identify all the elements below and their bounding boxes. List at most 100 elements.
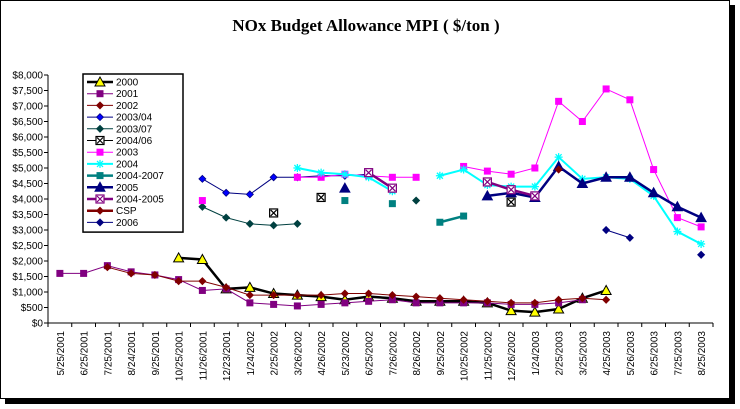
- data-point-2004: [697, 239, 706, 248]
- data-point-2003-07: [412, 196, 421, 205]
- data-point-2004-06: [316, 192, 326, 203]
- data-point-2002: [459, 295, 468, 304]
- data-point-2003: [412, 173, 420, 181]
- x-tick-label: 2/25/2002: [270, 331, 281, 376]
- data-point-2001: [365, 297, 373, 305]
- data-point-2003: [578, 118, 586, 125]
- data-point-2000: [529, 306, 541, 317]
- x-tick-label: 12/23/2001: [222, 331, 233, 381]
- y-tick-label: $3,000: [12, 226, 43, 237]
- data-point-2001: [412, 299, 420, 307]
- x-tick-label: 7/25/2003: [673, 331, 684, 376]
- data-point-2004: [435, 171, 444, 180]
- series-csp: [554, 165, 563, 174]
- x-tick-label: 6/25/2002: [365, 331, 376, 376]
- legend-marker-2004: [96, 159, 104, 168]
- data-point-2003: [483, 167, 491, 175]
- series-line-2004-2007: [439, 214, 464, 224]
- data-point-2002: [222, 283, 231, 292]
- legend-marker-csp: [95, 206, 105, 215]
- legend-label-2005: 2005: [116, 183, 139, 194]
- legend-label-csp: CSP: [116, 206, 137, 217]
- x-tick-label: 8/24/2001: [127, 331, 138, 376]
- series-2000: [172, 251, 612, 317]
- chart-svg: NOx Budget Allowance MPI ( $/ton ) $0 $50…: [12, 16, 714, 381]
- series-2004-06: [269, 192, 516, 218]
- series-2001: [56, 262, 586, 310]
- data-point-2002: [245, 291, 254, 300]
- data-point-2004-2005: [364, 168, 374, 178]
- data-point-2002: [483, 297, 492, 306]
- legend-label-2003: 2003: [116, 148, 139, 159]
- data-point-2004: [317, 168, 326, 177]
- data-point-2002: [198, 277, 207, 286]
- x-tick-label: 5/26/2003: [626, 331, 637, 376]
- x-tick-label: 10/25/2002: [460, 331, 471, 381]
- data-point-2005: [600, 171, 612, 182]
- data-point-2002: [293, 291, 302, 300]
- legend-label-2002: 2002: [116, 101, 139, 112]
- x-tick-label: 7/26/2002: [388, 331, 399, 376]
- data-point-2003-07: [245, 219, 254, 228]
- data-point-2002: [364, 289, 373, 298]
- data-point-2003: [673, 214, 681, 222]
- data-point-2003: [626, 96, 634, 104]
- data-point-2000: [552, 303, 565, 314]
- y-tick-label: $4,500: [12, 179, 43, 190]
- data-point-2003-07: [293, 219, 302, 228]
- x-tick-label: 8/25/2003: [697, 331, 708, 376]
- data-point-2005: [576, 177, 589, 188]
- data-point-2005: [695, 211, 707, 223]
- data-point-2003: [198, 197, 206, 205]
- legend-marker-2004-2007: [96, 172, 104, 180]
- series-2003-07: [198, 196, 421, 230]
- data-point-2001: [56, 269, 64, 277]
- data-point-2003: [697, 223, 705, 231]
- data-point-2002: [127, 269, 136, 278]
- data-point-2001: [198, 286, 206, 294]
- data-point-2004-2007: [341, 197, 349, 205]
- data-point-2006: [697, 250, 706, 259]
- x-tick-label: 9/25/2002: [436, 331, 447, 376]
- series-line-2004: [439, 155, 702, 245]
- data-point-2004-2007: [460, 212, 468, 220]
- data-point-2006: [625, 233, 634, 242]
- data-point-2002: [150, 270, 159, 280]
- y-tick-label: $6,500: [12, 117, 43, 128]
- data-point-2002: [340, 289, 349, 298]
- chart-frame: NOx Budget Allowance MPI ( $/ton ) $0 $50…: [0, 0, 730, 399]
- legend-marker-2003-07: [95, 124, 105, 133]
- x-tick-label: 10/25/2001: [175, 331, 186, 381]
- data-point-2004-2005: [387, 183, 397, 193]
- y-tick-label: $5,000: [12, 164, 43, 175]
- series-2004-2005: [364, 168, 540, 201]
- legend-label-2004-06: 2004/06: [116, 136, 153, 147]
- data-point-2004-2005: [530, 191, 540, 201]
- x-tick-label: 3/26/2002: [293, 331, 304, 376]
- data-point-2003-04: [245, 190, 254, 199]
- x-axis: 5/25/2001 6/25/2001 7/25/2001 8/24/2001 9/25…: [47, 322, 714, 381]
- legend-marker-2002: [95, 101, 105, 110]
- legend-label-2006: 2006: [116, 218, 139, 229]
- x-tick-label: 5/23/2002: [341, 331, 352, 376]
- series-2003: [198, 85, 705, 231]
- legend-label-2004-2007: 2004-2007: [116, 171, 164, 182]
- chart-title: NOx Budget Allowance MPI ( $/ton ): [232, 16, 499, 35]
- x-tick-label: 4/26/2002: [317, 331, 328, 376]
- data-point-2003-04: [198, 174, 207, 183]
- data-point-2001: [341, 299, 349, 307]
- data-point-2004: [673, 227, 682, 236]
- y-tick-label: $500: [21, 303, 44, 314]
- y-tick-label: $1,500: [12, 272, 43, 283]
- series-layer: [56, 85, 707, 317]
- x-tick-label: 12/26/2002: [507, 331, 518, 381]
- series-2004-2007: [341, 197, 468, 226]
- data-point-2003-04: [222, 188, 231, 197]
- legend-marker-2006: [95, 218, 105, 227]
- data-point-2004: [459, 165, 468, 174]
- series-2004: [293, 153, 706, 248]
- series-line-2002: [107, 266, 607, 304]
- data-point-2002: [269, 291, 278, 300]
- x-tick-label: 1/24/2002: [246, 331, 257, 376]
- x-tick-label: 11/25/2002: [483, 331, 494, 381]
